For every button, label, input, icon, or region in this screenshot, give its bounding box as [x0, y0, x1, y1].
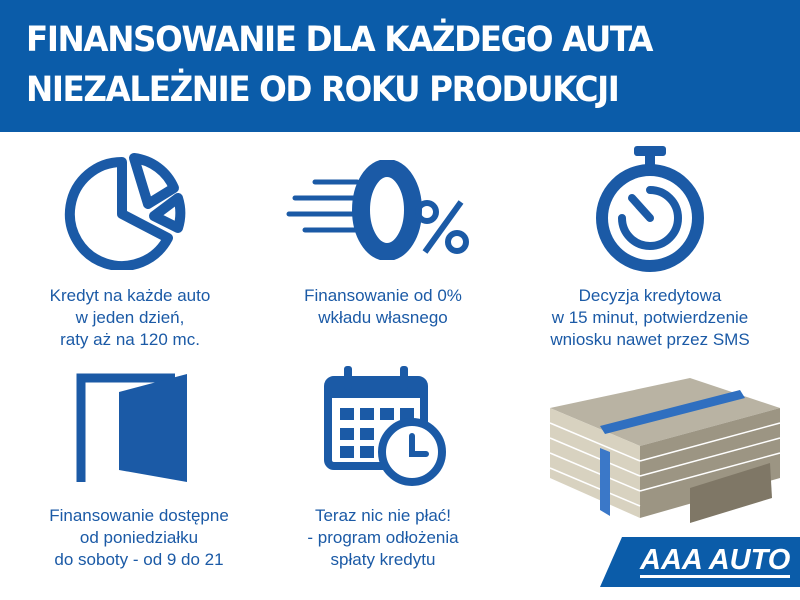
caption-line: Teraz nic nie płać!: [314, 506, 452, 525]
headline-line-2: NIEZALEŻNIE OD ROKU PRODUKCJI: [26, 70, 620, 110]
logo-text: AAA AUTO: [640, 544, 791, 578]
zero-percent-icon: [286, 160, 469, 260]
caption-line: Finansowanie od 0%: [304, 286, 462, 305]
header-banner: FINANSOWANIE DLA KAŻDEGO AUTA NIEZALEŻNI…: [0, 0, 800, 132]
banknote-stack-image: [549, 378, 781, 523]
caption-line: w 15 minut, potwierdzenie: [551, 308, 749, 327]
caption-line: od poniedziałku: [79, 528, 199, 547]
caption-line: w jeden dzień,: [75, 308, 185, 327]
feature-caption-decision: Decyzja kredytowa w 15 minut, potwierdze…: [520, 285, 780, 351]
feature-caption-deferral: Teraz nic nie płać! - program odłożenia …: [253, 505, 513, 571]
pie-chart-icon: [64, 153, 186, 270]
headline-line-1: FINANSOWANIE DLA KAŻDEGO AUTA: [26, 20, 653, 60]
calendar-clock-icon: [324, 366, 446, 486]
caption-line: spłaty kredytu: [330, 550, 436, 569]
caption-line: Decyzja kredytowa: [578, 286, 722, 305]
caption-line: raty aż na 120 mc.: [60, 330, 200, 349]
caption-line: - program odłożenia: [307, 528, 459, 547]
open-door-icon: [76, 373, 187, 482]
feature-caption-hours: Finansowanie dostępne od poniedziałku do…: [9, 505, 269, 571]
caption-line: Kredyt na każde auto: [49, 286, 211, 305]
feature-caption-credit: Kredyt na każde auto w jeden dzień, raty…: [0, 285, 260, 351]
caption-line: wniosku nawet przez SMS: [550, 330, 750, 349]
caption-line: do soboty - od 9 do 21: [54, 550, 224, 569]
stopwatch-icon: [596, 146, 704, 272]
caption-line: Finansowanie dostępne: [49, 506, 229, 525]
aaa-auto-logo: AAA AUTO: [600, 537, 800, 587]
caption-line: wkładu własnego: [318, 308, 448, 327]
feature-caption-down-payment: Finansowanie od 0% wkładu własnego: [253, 285, 513, 329]
